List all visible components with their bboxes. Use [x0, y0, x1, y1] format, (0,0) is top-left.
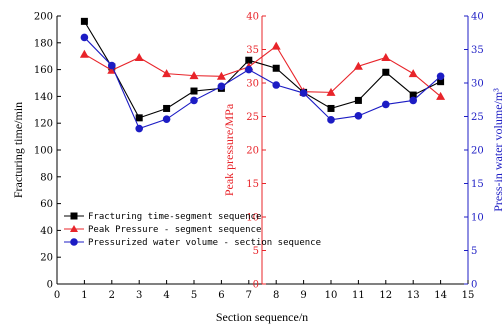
left-y-tick-label: 200 [34, 12, 53, 23]
x-tick-label: 11 [352, 290, 365, 301]
series-point-triangle [408, 69, 418, 78]
series-point-square [190, 87, 198, 95]
middle-y-tick-label: 5 [253, 246, 259, 257]
left-y-tick-label: 100 [34, 146, 53, 157]
left-y-tick-label: 0 [47, 280, 53, 291]
series-point-triangle [79, 49, 89, 58]
right-y-tick-label: 0 [471, 280, 477, 291]
ticks-layer: 0 1 2 3 4 5 6 7 8 9 10 11 12 13 14 15020406080100120140… [34, 12, 484, 302]
series-point-square [80, 17, 88, 25]
legend-marker-peak-pressure [70, 225, 78, 232]
x-axis-title: Section sequence/n [216, 310, 308, 324]
legend-label-water-volume: Pressurized water volume - section seque… [88, 238, 321, 248]
middle-y-tick-label: 20 [246, 146, 259, 157]
legend: Fracturing time-segment sequence Peak Pr… [64, 212, 321, 248]
series-point-square [327, 104, 335, 112]
series-point-triangle [271, 41, 281, 50]
series-point-circle [272, 81, 281, 89]
legend-marker-fracturing-time [70, 212, 78, 220]
right-y-tick-label: 10 [471, 213, 484, 224]
series-point-circle [245, 65, 253, 74]
series-point-square [382, 68, 390, 76]
right-y-tick-label: 30 [471, 79, 484, 90]
series-point-triangle [189, 71, 199, 80]
x-tick-label: 3 [136, 290, 142, 301]
series-point-circle [327, 116, 335, 124]
right-y-tick-label: 35 [471, 45, 484, 56]
series-point-triangle [326, 87, 336, 96]
series-point-circle [162, 115, 171, 123]
series-point-triangle [436, 91, 446, 100]
left-y-tick-label: 20 [40, 253, 53, 264]
middle-y-tick-label: 30 [246, 79, 259, 90]
series-point-square [437, 78, 445, 86]
middle-y-axis-title: Peak pressure/MPa [222, 103, 236, 196]
right-y-tick-label: 40 [471, 12, 484, 23]
left-y-tick-label: 40 [40, 226, 53, 237]
series-point-square [409, 91, 417, 99]
right-y-tick-label: 5 [471, 246, 477, 257]
middle-y-tick-label: 15 [246, 179, 259, 190]
x-tick-label: 6 [218, 290, 224, 301]
series-point-circle [436, 72, 445, 81]
x-tick-label: 4 [163, 290, 169, 301]
x-tick-label: 15 [462, 290, 475, 301]
legend-label-fracturing-time: Fracturing time-segment sequence [88, 212, 261, 222]
left-y-tick-label: 80 [40, 172, 53, 183]
left-y-tick-label: 60 [40, 199, 53, 210]
x-tick-label: 2 [109, 290, 115, 301]
series-layer [79, 17, 446, 133]
series-point-triangle [353, 61, 363, 70]
left-y-tick-label: 160 [34, 65, 53, 76]
series-point-circle [135, 124, 143, 133]
series-line-3 [84, 37, 441, 130]
x-tick-label: 5 [191, 290, 197, 301]
series-point-square [163, 104, 171, 112]
left-y-tick-label: 140 [34, 92, 53, 103]
middle-y-tick-label: 0 [253, 280, 259, 291]
series-point-circle [382, 100, 390, 109]
left-y-tick-label: 120 [34, 119, 53, 130]
series-point-circle [217, 82, 226, 91]
x-tick-label: 8 [273, 290, 279, 301]
series-point-square [354, 96, 362, 104]
right-y-tick-label: 15 [471, 179, 484, 190]
x-tick-label: 1 [81, 290, 87, 301]
series-point-square [245, 56, 253, 64]
x-tick-label: 9 [300, 290, 306, 301]
series-point-square [135, 114, 143, 122]
legend-label-peak-pressure: Peak Pressure - segment sequence [88, 225, 261, 235]
right-y-tick-label: 20 [471, 146, 484, 157]
legend-marker-water-volume [70, 238, 78, 246]
x-tick-label: 13 [407, 290, 420, 301]
series-point-circle [190, 96, 198, 105]
middle-y-tick-label: 40 [246, 12, 259, 23]
series-point-triangle [381, 53, 391, 62]
series-line-1 [83, 21, 441, 119]
series-line-2 [84, 45, 441, 97]
x-tick-label: 10 [325, 290, 338, 301]
series-point-circle [108, 61, 116, 70]
right-y-axis-title: Press-in water volume/m³ [491, 88, 504, 212]
x-tick-label: 14 [434, 290, 447, 301]
left-y-axis-title: Fracturing time/min [11, 102, 25, 198]
middle-y-tick-label: 35 [246, 45, 259, 56]
left-y-tick-label: 180 [34, 38, 53, 49]
series-point-triangle [134, 53, 144, 62]
x-tick-label: 7 [246, 290, 252, 301]
series-point-circle [354, 112, 363, 120]
middle-y-tick-label: 25 [246, 112, 259, 123]
series-point-square [272, 64, 280, 72]
right-y-tick-label: 25 [471, 112, 484, 123]
x-tick-label: 12 [379, 290, 392, 301]
series-point-circle [299, 89, 308, 97]
series-point-triangle [216, 71, 226, 80]
series-point-circle [80, 33, 89, 42]
middle-y-tick-label: 10 [246, 213, 259, 224]
x-tick-label: 0 [54, 290, 60, 301]
series-point-circle [409, 96, 418, 105]
series-point-triangle [162, 69, 172, 78]
